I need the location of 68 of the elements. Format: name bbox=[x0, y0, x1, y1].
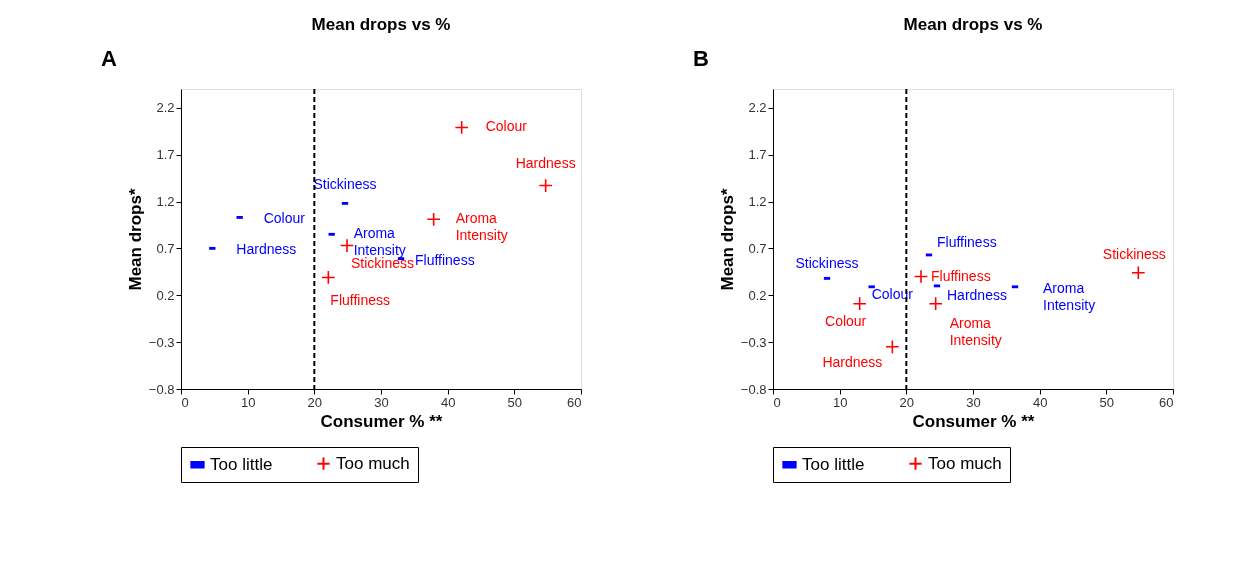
x-tick-label: 40 bbox=[440, 394, 456, 410]
chart-title: Mean drops vs % bbox=[903, 15, 1043, 34]
point bbox=[426, 212, 441, 227]
y-tick-label: 0.7 bbox=[748, 240, 767, 256]
data-label: Fluffiness bbox=[937, 233, 997, 250]
y-tick-label: −0.3 bbox=[740, 334, 767, 350]
point bbox=[913, 269, 929, 284]
legend-label: Too much bbox=[928, 453, 1002, 473]
data-label: Colour bbox=[485, 118, 528, 135]
legend-label: Too much bbox=[336, 453, 410, 473]
data-label: Colour bbox=[871, 285, 914, 302]
data-label: Stickiness bbox=[1102, 245, 1166, 262]
x-tick-label: 0 bbox=[181, 394, 189, 410]
data-label: Hardness bbox=[947, 286, 1007, 303]
data-label: Aroma Intensity bbox=[1043, 279, 1096, 313]
chart-title: Mean drops vs % bbox=[311, 15, 451, 34]
y-tick-label: 1.2 bbox=[748, 194, 767, 209]
x-tick-label: 0 bbox=[773, 394, 781, 410]
data-label: Hardness bbox=[515, 154, 576, 171]
y-tick-label: −0.8 bbox=[740, 381, 767, 397]
y-tick-label: 0.2 bbox=[748, 287, 767, 303]
y-tick-label: 1.7 bbox=[748, 147, 767, 163]
point bbox=[538, 178, 553, 193]
x-tick-label: 30 bbox=[374, 394, 389, 410]
x-tick-label: 40 bbox=[1032, 394, 1048, 410]
y-tick-label: 1.7 bbox=[156, 147, 175, 163]
point bbox=[454, 120, 469, 135]
data-label: Hardness bbox=[822, 353, 883, 370]
data-label: Hardness bbox=[236, 241, 297, 258]
y-tick-label: −0.3 bbox=[148, 334, 175, 350]
y-axis-title: Mean drops* bbox=[717, 188, 737, 291]
y-tick-label: 0.2 bbox=[156, 287, 175, 303]
x-axis-title: Consumer % ** bbox=[912, 411, 1035, 431]
legend-label: Too little bbox=[210, 454, 273, 474]
point bbox=[1131, 265, 1146, 280]
x-tick-label: 60 bbox=[1159, 394, 1174, 410]
x-tick-label: 30 bbox=[966, 394, 981, 410]
data-label: Stickiness bbox=[313, 176, 377, 193]
point bbox=[852, 296, 867, 311]
text: A bbox=[101, 46, 117, 71]
x-axis-title: Consumer % ** bbox=[320, 411, 443, 431]
y-tick-label: 0.7 bbox=[156, 240, 175, 256]
y-tick-label: −0.8 bbox=[148, 381, 175, 397]
data-label: Fluffiness bbox=[415, 251, 475, 268]
data-label: Fluffiness bbox=[931, 267, 991, 284]
x-tick-label: 50 bbox=[1099, 394, 1115, 410]
data-label: Colour bbox=[263, 210, 306, 227]
point bbox=[928, 296, 943, 311]
y-axis-title: Mean drops* bbox=[125, 188, 145, 291]
text: B bbox=[693, 46, 709, 71]
x-tick-label: 60 bbox=[567, 394, 582, 410]
y-tick-label: 2.2 bbox=[748, 100, 767, 116]
point bbox=[321, 270, 336, 285]
x-tick-label: 10 bbox=[240, 394, 256, 410]
x-tick-label: 20 bbox=[307, 394, 323, 410]
x-tick-label: 50 bbox=[507, 394, 523, 410]
data-label: Fluffiness bbox=[330, 292, 391, 309]
point bbox=[885, 339, 900, 354]
data-label: Aroma Intensity bbox=[949, 314, 1002, 348]
y-tick-label: 2.2 bbox=[156, 100, 175, 116]
point bbox=[339, 238, 355, 253]
data-label: Stickiness bbox=[795, 255, 859, 272]
x-tick-label: 20 bbox=[899, 394, 915, 410]
x-tick-label: 10 bbox=[832, 394, 848, 410]
legend-label: Too little bbox=[802, 454, 865, 474]
data-label: Colour bbox=[825, 312, 867, 329]
y-tick-label: 1.2 bbox=[156, 194, 175, 209]
data-label: Aroma Intensity bbox=[455, 210, 508, 244]
